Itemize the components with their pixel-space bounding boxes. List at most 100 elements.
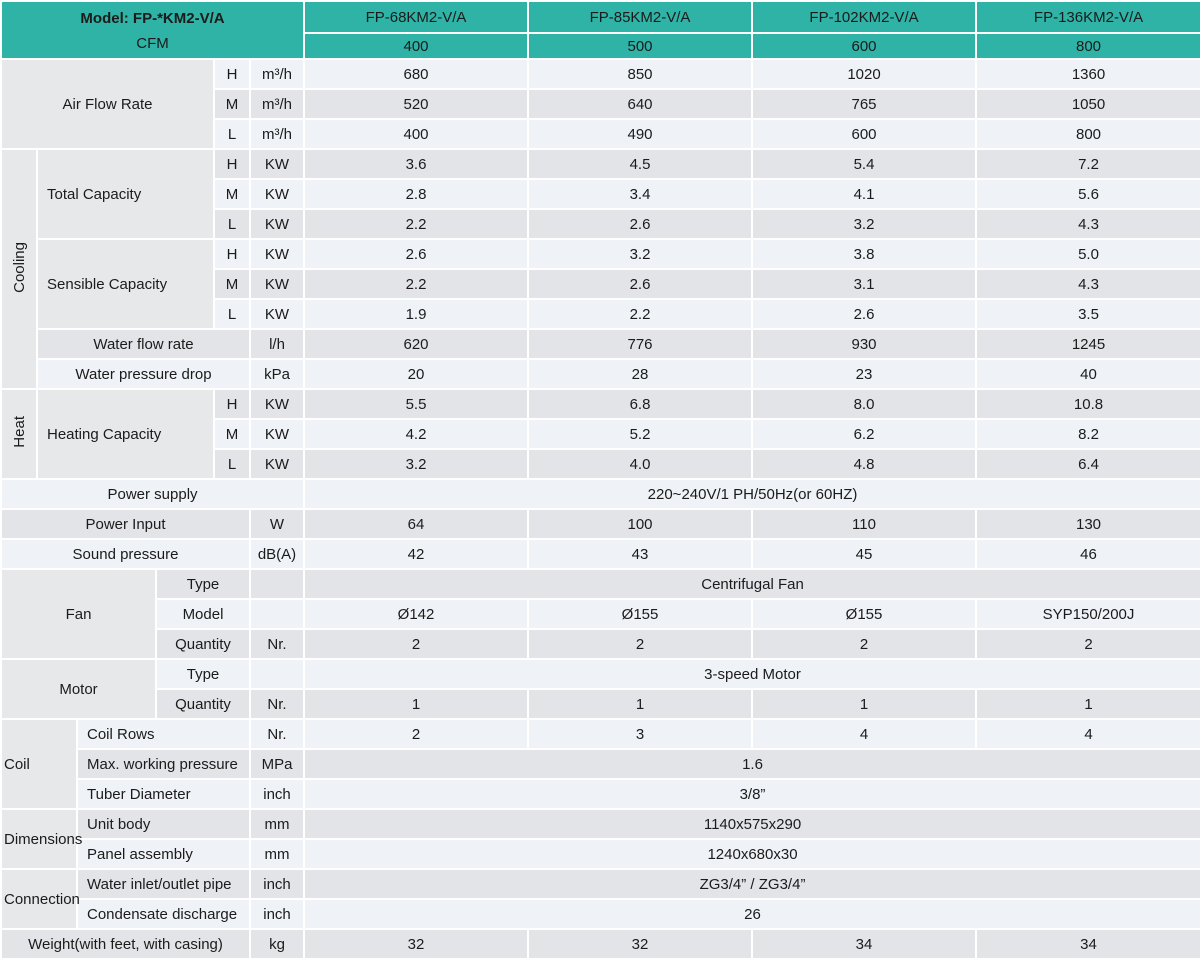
total-capacity-row-m: M KW 2.8 3.4 4.1 5.6 <box>1 178 1200 210</box>
value-cell: 5.5 <box>303 388 530 420</box>
unit-cell: kPa <box>248 358 306 390</box>
value-cell: 4.3 <box>975 268 1200 300</box>
unit-cell: KW <box>248 178 306 210</box>
value-cell: 680 <box>303 58 530 90</box>
value-cell: SYP150/200J <box>975 598 1200 630</box>
header-row-models: Model: FP-*KM2-V/A CFM FP-68KM2-V/A FP-8… <box>0 0 1200 60</box>
tuber-diameter-label-cell: Tuber Diameter <box>76 778 251 810</box>
value-cell: 2.6 <box>527 208 754 240</box>
column-header-model-3: FP-102KM2-V/A <box>751 0 978 34</box>
unit-body-value-cell: 1140x575x290 <box>303 808 1200 840</box>
value-cell: 6.2 <box>751 418 978 450</box>
coil-rows-row: Coil Coil Rows Nr. 2 3 4 4 <box>0 718 1200 810</box>
sound-pressure-row: Sound pressure dB(A) 42 43 45 46 <box>0 538 1200 570</box>
unit-cell: kg <box>248 928 306 960</box>
water-pressure-drop-label-cell: Water pressure drop <box>36 358 251 390</box>
panel-assembly-label-cell: Panel assembly <box>76 838 251 870</box>
value-cell: 2.2 <box>527 298 754 330</box>
unit-body-label-cell: Unit body <box>76 808 251 840</box>
motor-quantity-row: Quantity Nr. 1 1 1 1 <box>1 688 1200 720</box>
unit-cell: MPa <box>248 748 306 780</box>
value-cell: 640 <box>527 88 754 120</box>
unit-cell: Nr. <box>248 628 306 660</box>
value-cell: 4.1 <box>751 178 978 210</box>
power-supply-row: Power supply 220~240V/1 PH/50Hz(or 60HZ) <box>0 478 1200 510</box>
value-cell: 4 <box>975 718 1200 750</box>
motor-type-value-cell: 3-speed Motor <box>303 658 1200 690</box>
unit-cell: Nr. <box>248 688 306 720</box>
heating-capacity-row-m: M KW 4.2 5.2 6.2 8.2 <box>1 418 1200 450</box>
value-cell: 2.2 <box>303 208 530 240</box>
fan-type-label-cell: Type <box>155 568 251 600</box>
unit-cell: KW <box>248 418 306 450</box>
motor-type-label-cell: Type <box>155 658 251 690</box>
heating-capacity-row-l: L KW 3.2 4.0 4.8 6.4 <box>1 448 1200 480</box>
water-pressure-drop-row: Water pressure drop kPa 20 28 23 40 <box>1 358 1200 390</box>
fan-model-label-cell: Model <box>155 598 251 630</box>
unit-cell: KW <box>248 298 306 330</box>
panel-assembly-value-cell: 1240x680x30 <box>303 838 1200 870</box>
model-header-cell: Model: FP-*KM2-V/A CFM <box>0 0 306 60</box>
value-cell: 1.9 <box>303 298 530 330</box>
value-cell: 45 <box>751 538 978 570</box>
header-row-cfm: 400 500 600 800 <box>1 32 1200 60</box>
speed-label-cell: H <box>213 58 251 90</box>
unit-cell: m³/h <box>248 88 306 120</box>
unit-cell: W <box>248 508 306 540</box>
value-cell: 4.0 <box>527 448 754 480</box>
speed-label-cell: H <box>213 388 251 420</box>
value-cell: 4.8 <box>751 448 978 480</box>
speed-label-cell: M <box>213 268 251 300</box>
value-cell: 20 <box>303 358 530 390</box>
value-cell: Ø155 <box>527 598 754 630</box>
power-input-label-cell: Power Input <box>0 508 251 540</box>
unit-cell-empty <box>248 568 306 600</box>
value-cell: 100 <box>527 508 754 540</box>
cfm-value-cell: 600 <box>751 32 978 60</box>
water-pipe-label-cell: Water inlet/outlet pipe <box>76 868 251 900</box>
sensible-capacity-label-cell: Sensible Capacity <box>36 238 215 330</box>
value-cell: 32 <box>303 928 530 960</box>
value-cell: 3.2 <box>527 238 754 270</box>
unit-cell: mm <box>248 838 306 870</box>
condensate-label-cell: Condensate discharge <box>76 898 251 930</box>
heating-capacity-label-cell: Heating Capacity <box>36 388 215 480</box>
value-cell: 3.5 <box>975 298 1200 330</box>
speed-label-cell: L <box>213 118 251 150</box>
value-cell: Ø142 <box>303 598 530 630</box>
value-cell: 1 <box>751 688 978 720</box>
value-cell: 3.8 <box>751 238 978 270</box>
cfm-value-cell: 800 <box>975 32 1200 60</box>
sensible-capacity-row-h: Sensible Capacity H KW 2.6 3.2 3.8 5.0 <box>1 238 1200 330</box>
value-cell: 5.0 <box>975 238 1200 270</box>
value-cell: 2.8 <box>303 178 530 210</box>
cfm-value-cell: 400 <box>303 32 530 60</box>
fan-quantity-row: Quantity Nr. 2 2 2 2 <box>1 628 1200 660</box>
condensate-row: Condensate discharge inch 26 <box>1 898 1200 930</box>
value-cell: 1 <box>527 688 754 720</box>
value-cell: 64 <box>303 508 530 540</box>
unit-cell: KW <box>248 268 306 300</box>
value-cell: 2.6 <box>303 238 530 270</box>
heat-strip-label: Heat <box>0 388 38 480</box>
motor-label-cell: Motor <box>0 658 157 720</box>
fan-model-row: Model Ø142 Ø155 Ø155 SYP150/200J <box>1 598 1200 630</box>
fan-type-value-cell: Centrifugal Fan <box>303 568 1200 600</box>
dimensions-label-cell: Dimensions <box>0 808 82 870</box>
water-flow-rate-label-cell: Water flow rate <box>36 328 251 360</box>
speed-label-cell: L <box>213 208 251 240</box>
value-cell: 400 <box>303 118 530 150</box>
unit-cell: inch <box>248 898 306 930</box>
speed-label-cell: H <box>213 148 251 180</box>
sound-pressure-label-cell: Sound pressure <box>0 538 251 570</box>
tuber-diameter-value-cell: 3/8” <box>303 778 1200 810</box>
value-cell: 2 <box>527 628 754 660</box>
value-cell: 46 <box>975 538 1200 570</box>
cooling-strip-label: Cooling <box>0 148 38 390</box>
heating-capacity-row-h: Heat Heating Capacity H KW 5.5 6.8 8.0 1… <box>0 388 1200 480</box>
coil-label-cell: Coil <box>0 718 78 810</box>
unit-cell: KW <box>248 208 306 240</box>
value-cell: 3.2 <box>751 208 978 240</box>
unit-cell-empty <box>248 658 306 690</box>
model-title: Model: FP-*KM2-V/A <box>80 10 225 27</box>
